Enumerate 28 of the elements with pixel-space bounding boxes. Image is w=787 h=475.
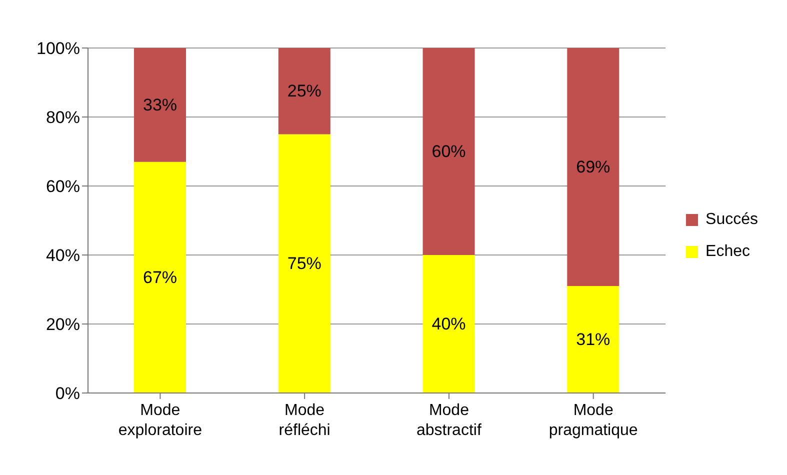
bar bbox=[278, 134, 330, 393]
data-label: 31% bbox=[576, 330, 610, 350]
y-tick-label: 100% bbox=[36, 39, 80, 58]
bar bbox=[422, 255, 475, 393]
y-tick-label: 20% bbox=[46, 315, 80, 334]
data-label: 67% bbox=[142, 268, 178, 287]
bar bbox=[134, 48, 186, 162]
y-tick-label: 40% bbox=[46, 246, 80, 266]
bar bbox=[567, 286, 620, 393]
x-tick-label: Mode réfléchi bbox=[278, 402, 330, 439]
y-tick-label: 80% bbox=[46, 108, 80, 128]
x-tick-label: Mode pragmatique bbox=[548, 402, 638, 439]
x-tick-label: Mode abstractif bbox=[416, 402, 482, 439]
legend-label: Succés bbox=[706, 210, 758, 228]
data-label: 33% bbox=[142, 95, 178, 114]
y-tick-label: 0% bbox=[55, 384, 80, 404]
data-label: 60% bbox=[432, 142, 466, 161]
data-label: 69% bbox=[576, 158, 610, 177]
bar bbox=[278, 48, 330, 134]
y-tick-label: 60% bbox=[46, 177, 80, 196]
bar bbox=[567, 48, 620, 286]
data-label: 25% bbox=[287, 82, 322, 101]
legend-label: Echec bbox=[706, 242, 750, 260]
x-tick-label: Mode exploratoire bbox=[118, 402, 202, 439]
bar bbox=[422, 48, 475, 255]
data-label: 40% bbox=[432, 314, 466, 334]
bar bbox=[134, 162, 186, 393]
data-label: 75% bbox=[287, 254, 322, 274]
